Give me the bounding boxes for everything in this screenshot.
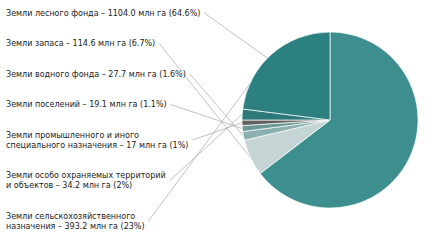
svg-text:Земли особо охраняемых террито: Земли особо охраняемых территорий — [6, 171, 166, 180]
svg-text:специального назначения – 17 м: специального назначения – 17 млн га (1%) — [6, 141, 188, 150]
svg-text:Земли водного фонда – 27.7 млн: Земли водного фонда – 27.7 млн га (1.6%) — [6, 70, 186, 79]
svg-text:и объектов – 34.2 млн га (2%): и объектов – 34.2 млн га (2%) — [6, 181, 132, 190]
svg-text:Земли сельскохозяйственного: Земли сельскохозяйственного — [6, 212, 135, 221]
svg-text:Земли поселений – 19.1 млн га: Земли поселений – 19.1 млн га (1.1%) — [6, 100, 167, 109]
svg-text:назначения – 393.2 млн га (23%: назначения – 393.2 млн га (23%) — [6, 222, 145, 231]
svg-text:Земли запаса – 114.6 млн га (6: Земли запаса – 114.6 млн га (6.7%) — [6, 39, 155, 48]
svg-text:Земли промышленного и иного: Земли промышленного и иного — [6, 131, 139, 140]
svg-text:Земли лесного фонда – 1104.0 м: Земли лесного фонда – 1104.0 млн га (64.… — [6, 9, 200, 18]
